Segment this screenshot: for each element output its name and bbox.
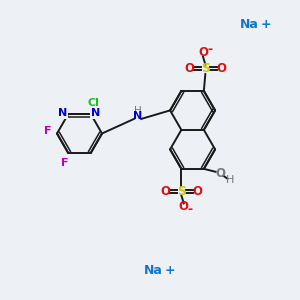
Text: O: O xyxy=(179,200,189,214)
Text: O: O xyxy=(215,167,225,180)
Text: F: F xyxy=(44,125,51,136)
Text: Cl: Cl xyxy=(88,98,100,108)
Text: S: S xyxy=(177,185,186,198)
Text: -: - xyxy=(207,43,212,56)
Text: N: N xyxy=(133,111,142,121)
Text: N: N xyxy=(58,108,68,118)
Text: Na: Na xyxy=(240,17,258,31)
Text: H: H xyxy=(134,106,141,116)
Text: +: + xyxy=(164,263,175,277)
Text: N: N xyxy=(91,108,100,118)
Text: S: S xyxy=(201,62,210,75)
Text: Na: Na xyxy=(144,263,162,277)
Text: O: O xyxy=(192,185,202,198)
Text: O: O xyxy=(216,62,226,75)
Text: O: O xyxy=(198,46,208,59)
Text: +: + xyxy=(260,17,271,31)
Text: O: O xyxy=(161,185,171,198)
Text: -: - xyxy=(188,203,193,216)
Text: O: O xyxy=(185,62,195,75)
Text: F: F xyxy=(61,158,69,168)
Text: H: H xyxy=(226,175,234,185)
